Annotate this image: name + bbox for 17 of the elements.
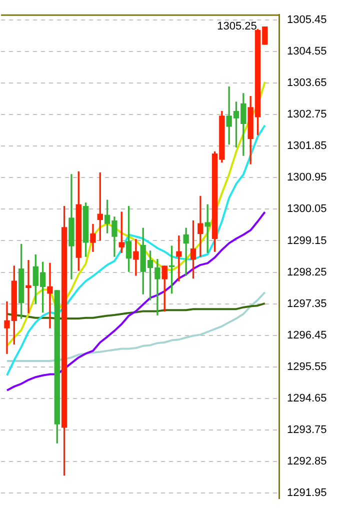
y-tick-label: 1294.65 bbox=[287, 392, 327, 405]
y-tick-label: 1296.45 bbox=[287, 329, 327, 342]
y-tick-label: 1291.95 bbox=[287, 487, 327, 500]
y-tick-label: 1304.55 bbox=[287, 45, 327, 58]
y-tick-label: 1300.05 bbox=[287, 203, 327, 216]
y-tick-label: 1295.55 bbox=[287, 360, 327, 373]
y-tick-label: 1305.45 bbox=[287, 14, 327, 26]
y-tick-label: 1293.75 bbox=[287, 424, 327, 436]
y-tick-label: 1300.95 bbox=[287, 172, 327, 184]
y-tick-label: 1297.35 bbox=[287, 298, 327, 310]
y-tick-label: 1303.65 bbox=[287, 76, 327, 89]
y-tick-label: 1298.25 bbox=[287, 266, 327, 278]
y-tick-label: 1302.75 bbox=[287, 108, 327, 121]
y-tick-label: 1299.15 bbox=[287, 234, 327, 247]
y-tick-label: 1301.85 bbox=[287, 140, 327, 152]
annotation: 1305.25 bbox=[217, 20, 257, 33]
y-tick-label: 1292.85 bbox=[287, 456, 327, 468]
